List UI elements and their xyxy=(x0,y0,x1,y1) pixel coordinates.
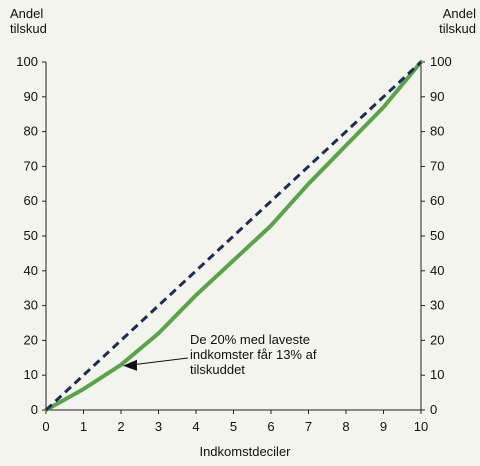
right-y-axis-label-line: Andel xyxy=(442,6,476,21)
x-tick-label: 8 xyxy=(342,419,349,434)
x-tick-label: 9 xyxy=(380,419,387,434)
left-y-tick-label: 60 xyxy=(24,193,38,208)
left-y-tick-label: 10 xyxy=(24,367,38,382)
left-y-axis-label-line: Andel xyxy=(10,6,44,21)
right-y-tick-label: 60 xyxy=(430,193,444,208)
right-y-tick-label: 80 xyxy=(430,124,444,139)
left-y-tick-label: 100 xyxy=(16,54,38,69)
right-y-tick-label: 90 xyxy=(430,89,444,104)
x-tick-label: 7 xyxy=(305,419,312,434)
x-tick-label: 4 xyxy=(192,419,199,434)
right-y-tick-label: 100 xyxy=(430,54,452,69)
right-y-tick-label: 40 xyxy=(430,263,444,278)
left-y-tick-label: 80 xyxy=(24,124,38,139)
annotation-line: De 20% med laveste xyxy=(190,332,310,347)
annotation-line: tilskuddet xyxy=(190,362,245,377)
x-tick-label: 10 xyxy=(414,419,428,434)
left-y-tick-label: 40 xyxy=(24,263,38,278)
x-tick-label: 3 xyxy=(155,419,162,434)
left-y-tick-label: 30 xyxy=(24,298,38,313)
annotation-arrow-head xyxy=(123,359,137,371)
x-tick-label: 5 xyxy=(230,419,237,434)
left-y-tick-label: 50 xyxy=(24,228,38,243)
right-y-tick-label: 10 xyxy=(430,367,444,382)
left-y-axis-label-line: tilskud xyxy=(10,21,47,36)
annotation-line: indkomster får 13% af xyxy=(190,347,317,362)
left-y-tick-label: 20 xyxy=(24,332,38,347)
right-y-axis-label-line: tilskud xyxy=(439,21,476,36)
annotation: De 20% med laveste indkomster får 13% af… xyxy=(190,332,380,377)
x-tick-label: 0 xyxy=(42,419,49,434)
left-y-tick-label: 0 xyxy=(31,402,38,417)
annotation-arrow-line xyxy=(132,357,189,366)
dashed-series-line xyxy=(44,60,423,412)
left-y-tick-label: 70 xyxy=(24,158,38,173)
x-tick-label: 2 xyxy=(117,419,124,434)
x-axis-label: Indkomstdeciler xyxy=(199,444,291,459)
right-y-tick-label: 20 xyxy=(430,332,444,347)
left-y-tick-label: 90 xyxy=(24,89,38,104)
right-y-tick-label: 70 xyxy=(430,158,444,173)
right-y-tick-label: 0 xyxy=(430,402,437,417)
right-y-tick-label: 30 xyxy=(430,298,444,313)
x-tick-label: 6 xyxy=(267,419,274,434)
right-y-axis-label: Andel tilskud xyxy=(439,6,476,36)
solid-series-line xyxy=(44,60,423,412)
right-y-tick-label: 50 xyxy=(430,228,444,243)
x-tick-label: 1 xyxy=(80,419,87,434)
left-y-axis-label: Andel tilskud xyxy=(10,6,47,36)
